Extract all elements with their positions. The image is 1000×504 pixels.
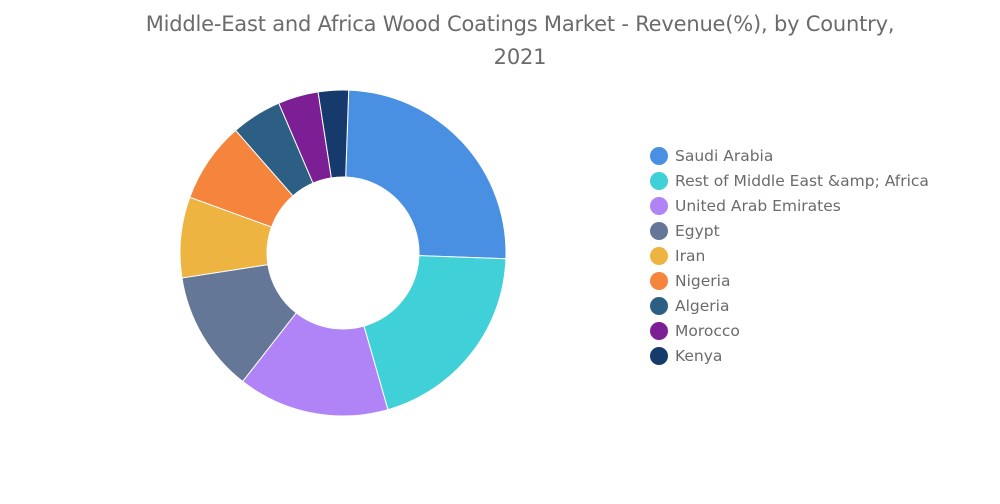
legend-label: Iran bbox=[675, 246, 706, 265]
legend-swatch bbox=[650, 271, 668, 290]
legend-swatch bbox=[650, 296, 668, 315]
legend-swatch bbox=[650, 221, 668, 240]
legend-label: United Arab Emirates bbox=[675, 196, 841, 215]
legend-swatch bbox=[650, 196, 668, 215]
legend-swatch bbox=[650, 321, 668, 340]
chart-legend: Saudi Arabia Rest of Middle East &amp; Af… bbox=[650, 143, 990, 368]
legend-item: Algeria bbox=[650, 293, 990, 318]
legend-item: Rest of Middle East &amp; Africa bbox=[650, 168, 990, 193]
legend-label: Rest of Middle East &amp; Africa bbox=[675, 171, 929, 190]
slice-saudi-arabia bbox=[345, 89, 507, 260]
slice-united-arab-emirates bbox=[241, 312, 389, 417]
legend-item: United Arab Emirates bbox=[650, 193, 990, 218]
legend-swatch bbox=[650, 346, 668, 365]
legend-label: Nigeria bbox=[675, 271, 731, 290]
slice-kenya bbox=[317, 89, 350, 179]
donut-slices bbox=[179, 89, 507, 417]
legend-item: Iran bbox=[650, 243, 990, 268]
legend-item: Kenya bbox=[650, 343, 990, 368]
legend-item: Morocco bbox=[650, 318, 990, 343]
legend-item: Egypt bbox=[650, 218, 990, 243]
legend-label: Algeria bbox=[675, 296, 730, 315]
legend-label: Egypt bbox=[675, 221, 720, 240]
chart-title: Middle-East and Africa Wood Coatings Mar… bbox=[145, 12, 895, 69]
legend-label: Saudi Arabia bbox=[675, 146, 774, 165]
legend-item: Saudi Arabia bbox=[650, 143, 990, 168]
legend-swatch bbox=[650, 146, 668, 165]
slice-rest-of-middle-east-amp-africa bbox=[363, 255, 507, 411]
legend-swatch bbox=[650, 171, 668, 190]
legend-label: Morocco bbox=[675, 321, 740, 340]
legend-item: Nigeria bbox=[650, 268, 990, 293]
legend-label: Kenya bbox=[675, 346, 723, 365]
legend-swatch bbox=[650, 246, 668, 265]
